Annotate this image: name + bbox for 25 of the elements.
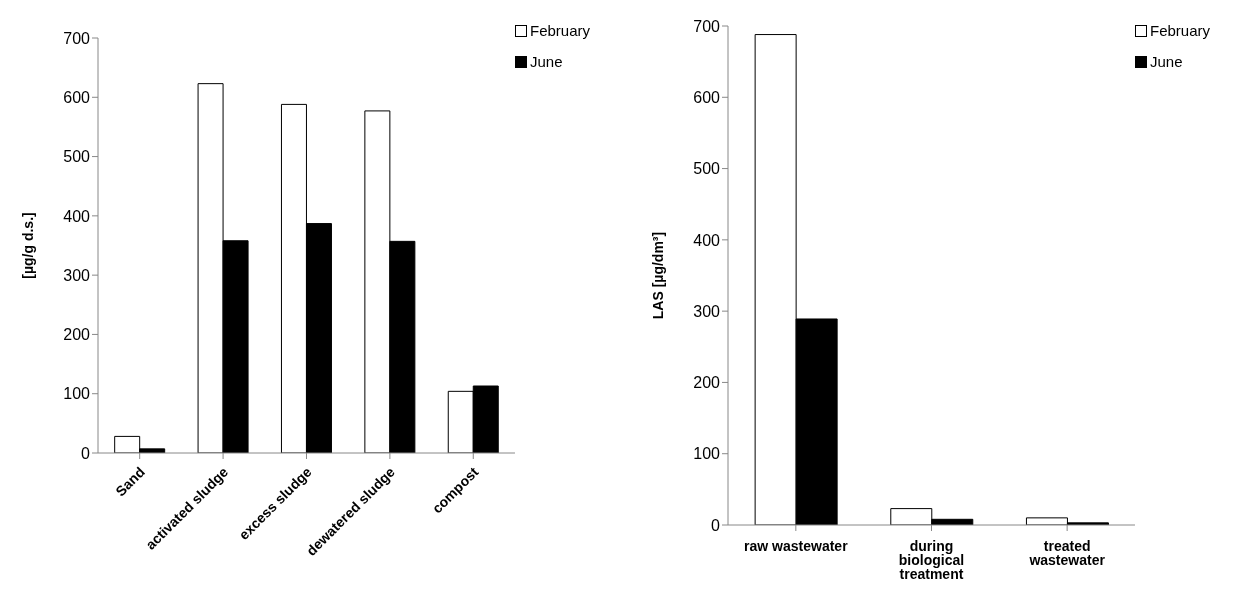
y-axis-title: [µg/g d.s.] <box>19 212 36 279</box>
y-tick-label: 500 <box>63 148 91 166</box>
legend-label: February <box>529 22 590 39</box>
y-tick-label: 100 <box>693 445 721 463</box>
y-tick-label: 500 <box>693 160 721 178</box>
y-tick-label: 600 <box>693 88 721 106</box>
y-tick-label: 400 <box>63 207 91 225</box>
x-tick-label: raw wastewater <box>744 537 849 554</box>
x-tick-label: during biological treatment <box>898 537 965 582</box>
y-tick-label: 0 <box>81 444 91 462</box>
y-tick-label: 600 <box>63 88 91 106</box>
y-tick-label: 700 <box>63 29 91 47</box>
y-tick-label: 700 <box>693 17 721 35</box>
y-tick-label: 200 <box>63 326 91 344</box>
x-tick-label: treated wastewater <box>1028 537 1106 568</box>
y-tick-label: 200 <box>693 374 721 392</box>
y-tick-label: 300 <box>693 302 721 320</box>
y-tick-label: 0 <box>711 516 721 534</box>
y-tick-label: 100 <box>63 385 91 403</box>
legend-label: June <box>1149 53 1183 70</box>
y-axis-title: LAS [µg/dm³] <box>649 231 666 320</box>
y-tick-label: 300 <box>63 266 91 284</box>
y-tick-label: 400 <box>693 231 721 249</box>
legend-label: February <box>1149 22 1210 39</box>
legend-label: June <box>529 53 563 70</box>
